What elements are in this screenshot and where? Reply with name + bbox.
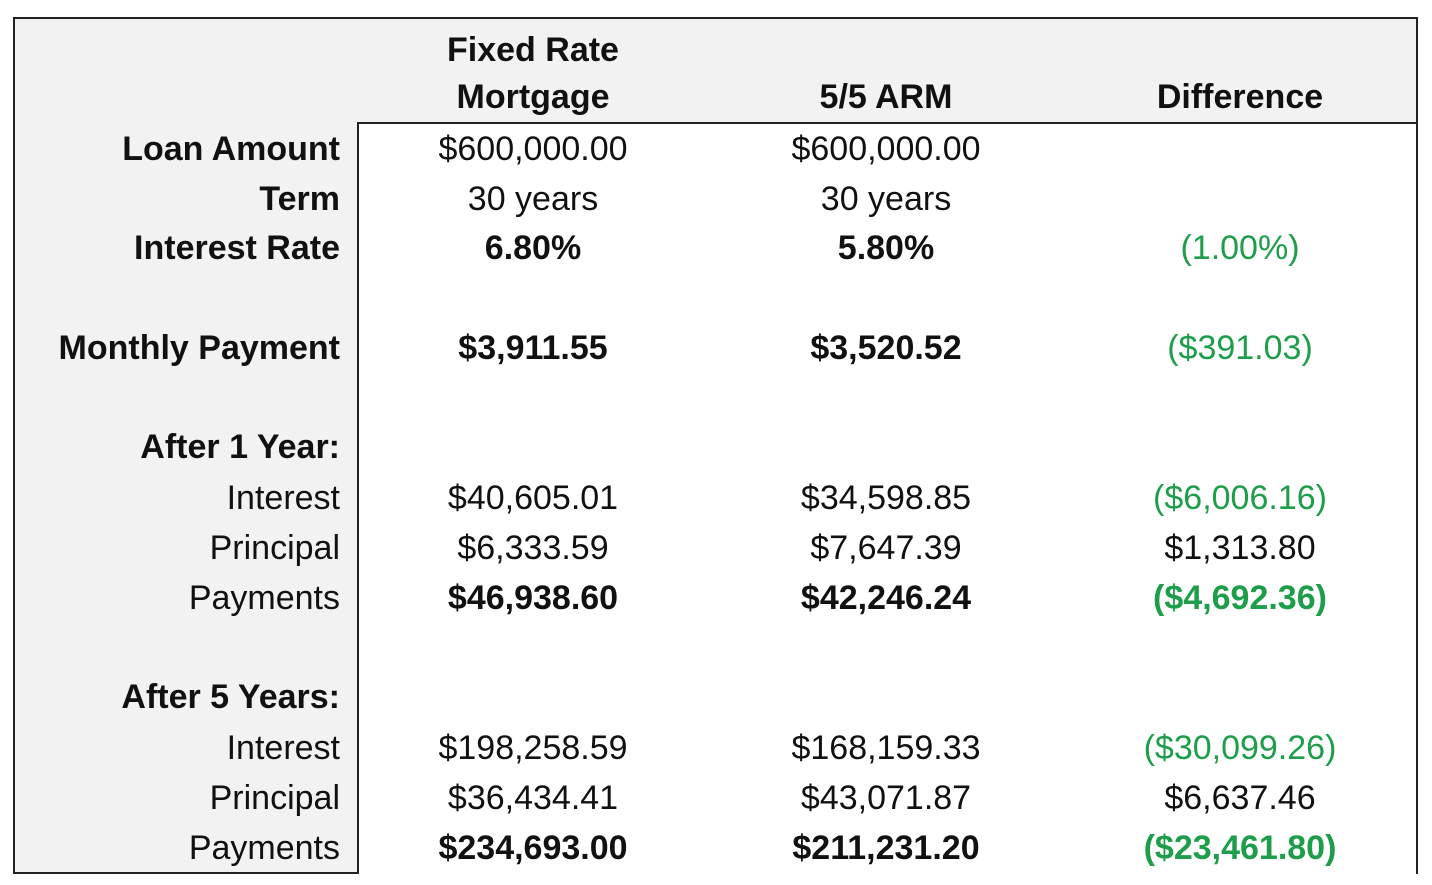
cell-difference: ($4,692.36)	[1153, 579, 1327, 617]
cell-difference: ($6,006.16)	[1153, 479, 1327, 517]
row-label: Payments	[188, 579, 340, 617]
cell-difference: (1.00%)	[1180, 229, 1300, 267]
row-label: Principal	[209, 529, 340, 567]
column-header: 5/5 ARM	[819, 78, 953, 116]
row-label: Monthly Payment	[58, 329, 340, 367]
cell-value: $600,000.00	[438, 130, 628, 168]
cell-value: $211,231.20	[792, 829, 980, 867]
cell-value: $3,520.52	[810, 329, 962, 367]
cell-difference: ($391.03)	[1167, 329, 1313, 367]
cell-value: $198,258.59	[438, 729, 628, 767]
cell-value: 30 years	[467, 180, 599, 218]
cell-value: 5.80%	[837, 229, 935, 267]
cell-difference: $1,313.80	[1164, 529, 1316, 567]
cell-value: $168,159.33	[791, 729, 981, 767]
cell-value: $43,071.87	[800, 779, 972, 817]
column-header: Mortgage	[456, 78, 610, 116]
row-label: After 5 Years:	[121, 678, 340, 716]
cell-difference: ($30,099.26)	[1143, 729, 1337, 767]
cell-value: $36,434.41	[447, 779, 619, 817]
cell-value: $234,693.00	[438, 829, 628, 867]
cell-value: $40,605.01	[447, 479, 619, 517]
row-label: Interest	[226, 479, 340, 517]
cell-difference: ($23,461.80)	[1143, 829, 1337, 867]
cell-difference: $6,637.46	[1164, 779, 1316, 817]
column-header: Difference	[1156, 78, 1324, 116]
row-label: Interest	[226, 729, 340, 767]
row-label: After 1 Year:	[140, 428, 340, 466]
cell-value: $3,911.55	[458, 329, 608, 367]
cell-value: $34,598.85	[800, 479, 972, 517]
row-label: Principal	[209, 779, 340, 817]
row-label: Loan Amount	[122, 130, 340, 168]
row-label: Term	[259, 180, 340, 218]
cell-value: $600,000.00	[791, 130, 981, 168]
row-label: Interest Rate	[134, 229, 340, 267]
cell-value: $7,647.39	[810, 529, 962, 567]
cell-value: 30 years	[820, 180, 952, 218]
column-header: Fixed Rate	[447, 31, 619, 69]
row-label: Payments	[188, 829, 340, 867]
table-body	[357, 122, 1416, 874]
cell-value: $46,938.60	[447, 579, 619, 617]
cell-value: 6.80%	[484, 229, 582, 267]
cell-value: $6,333.59	[457, 529, 609, 567]
cell-value: $42,246.24	[800, 579, 972, 617]
